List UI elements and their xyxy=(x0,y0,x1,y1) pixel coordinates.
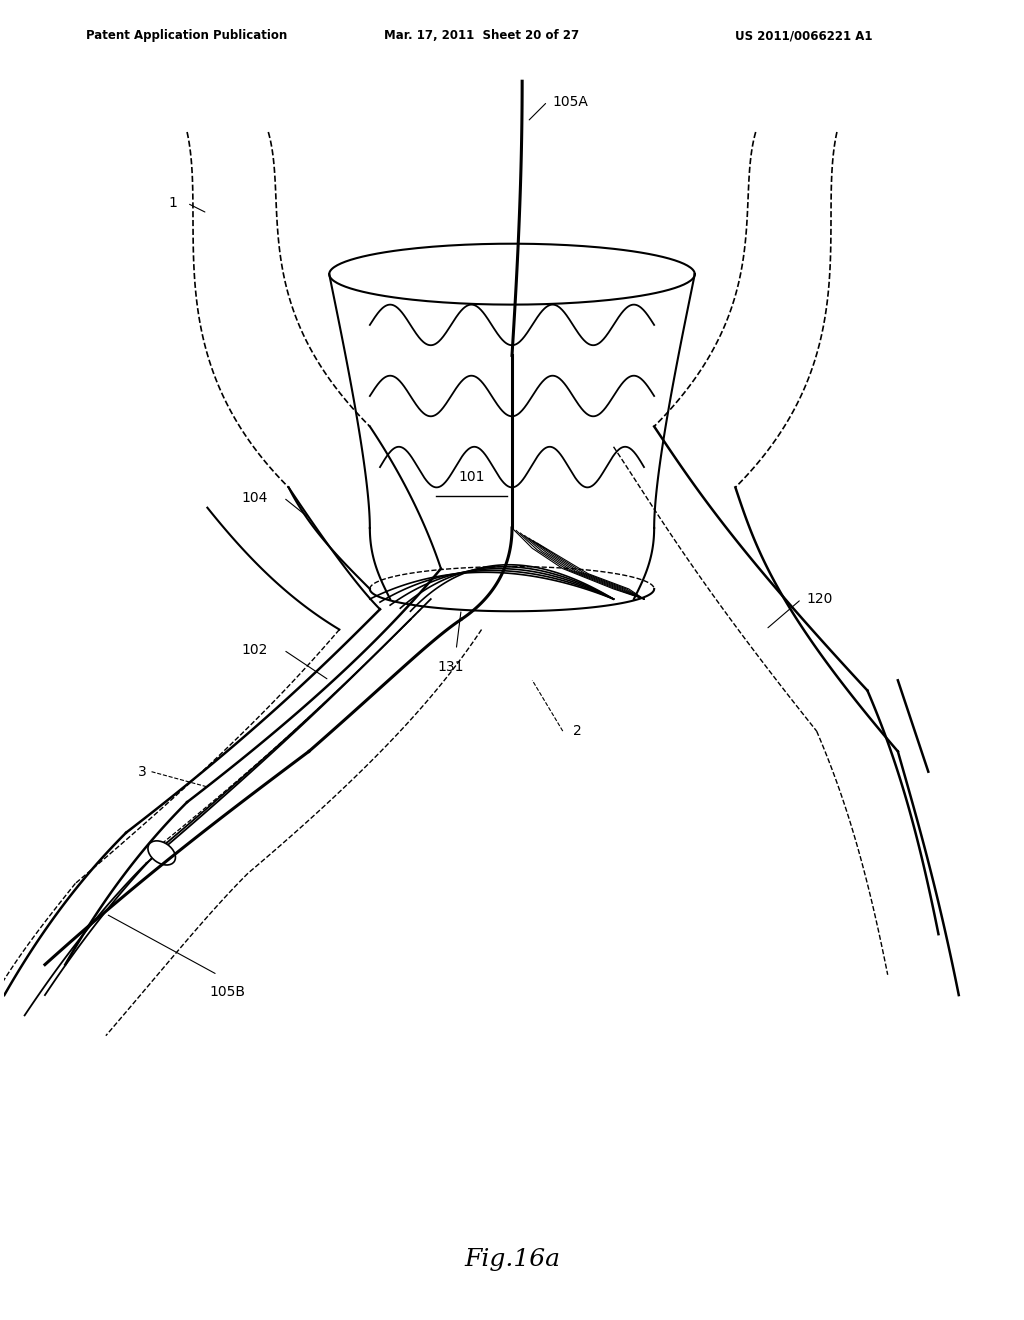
Text: Fig.16a: Fig.16a xyxy=(464,1247,560,1271)
Text: 102: 102 xyxy=(242,643,268,657)
Text: 101: 101 xyxy=(458,470,484,484)
Text: Patent Application Publication: Patent Application Publication xyxy=(86,29,287,42)
Text: 2: 2 xyxy=(572,725,582,738)
Text: 105B: 105B xyxy=(210,985,246,999)
Ellipse shape xyxy=(147,841,175,865)
Text: 131: 131 xyxy=(438,660,464,675)
Text: 104: 104 xyxy=(242,491,268,504)
Text: 105A: 105A xyxy=(553,95,589,108)
Text: 120: 120 xyxy=(807,593,833,606)
Text: 1: 1 xyxy=(168,197,177,210)
Text: Mar. 17, 2011  Sheet 20 of 27: Mar. 17, 2011 Sheet 20 of 27 xyxy=(384,29,580,42)
Text: 3: 3 xyxy=(137,764,146,779)
Text: US 2011/0066221 A1: US 2011/0066221 A1 xyxy=(735,29,872,42)
